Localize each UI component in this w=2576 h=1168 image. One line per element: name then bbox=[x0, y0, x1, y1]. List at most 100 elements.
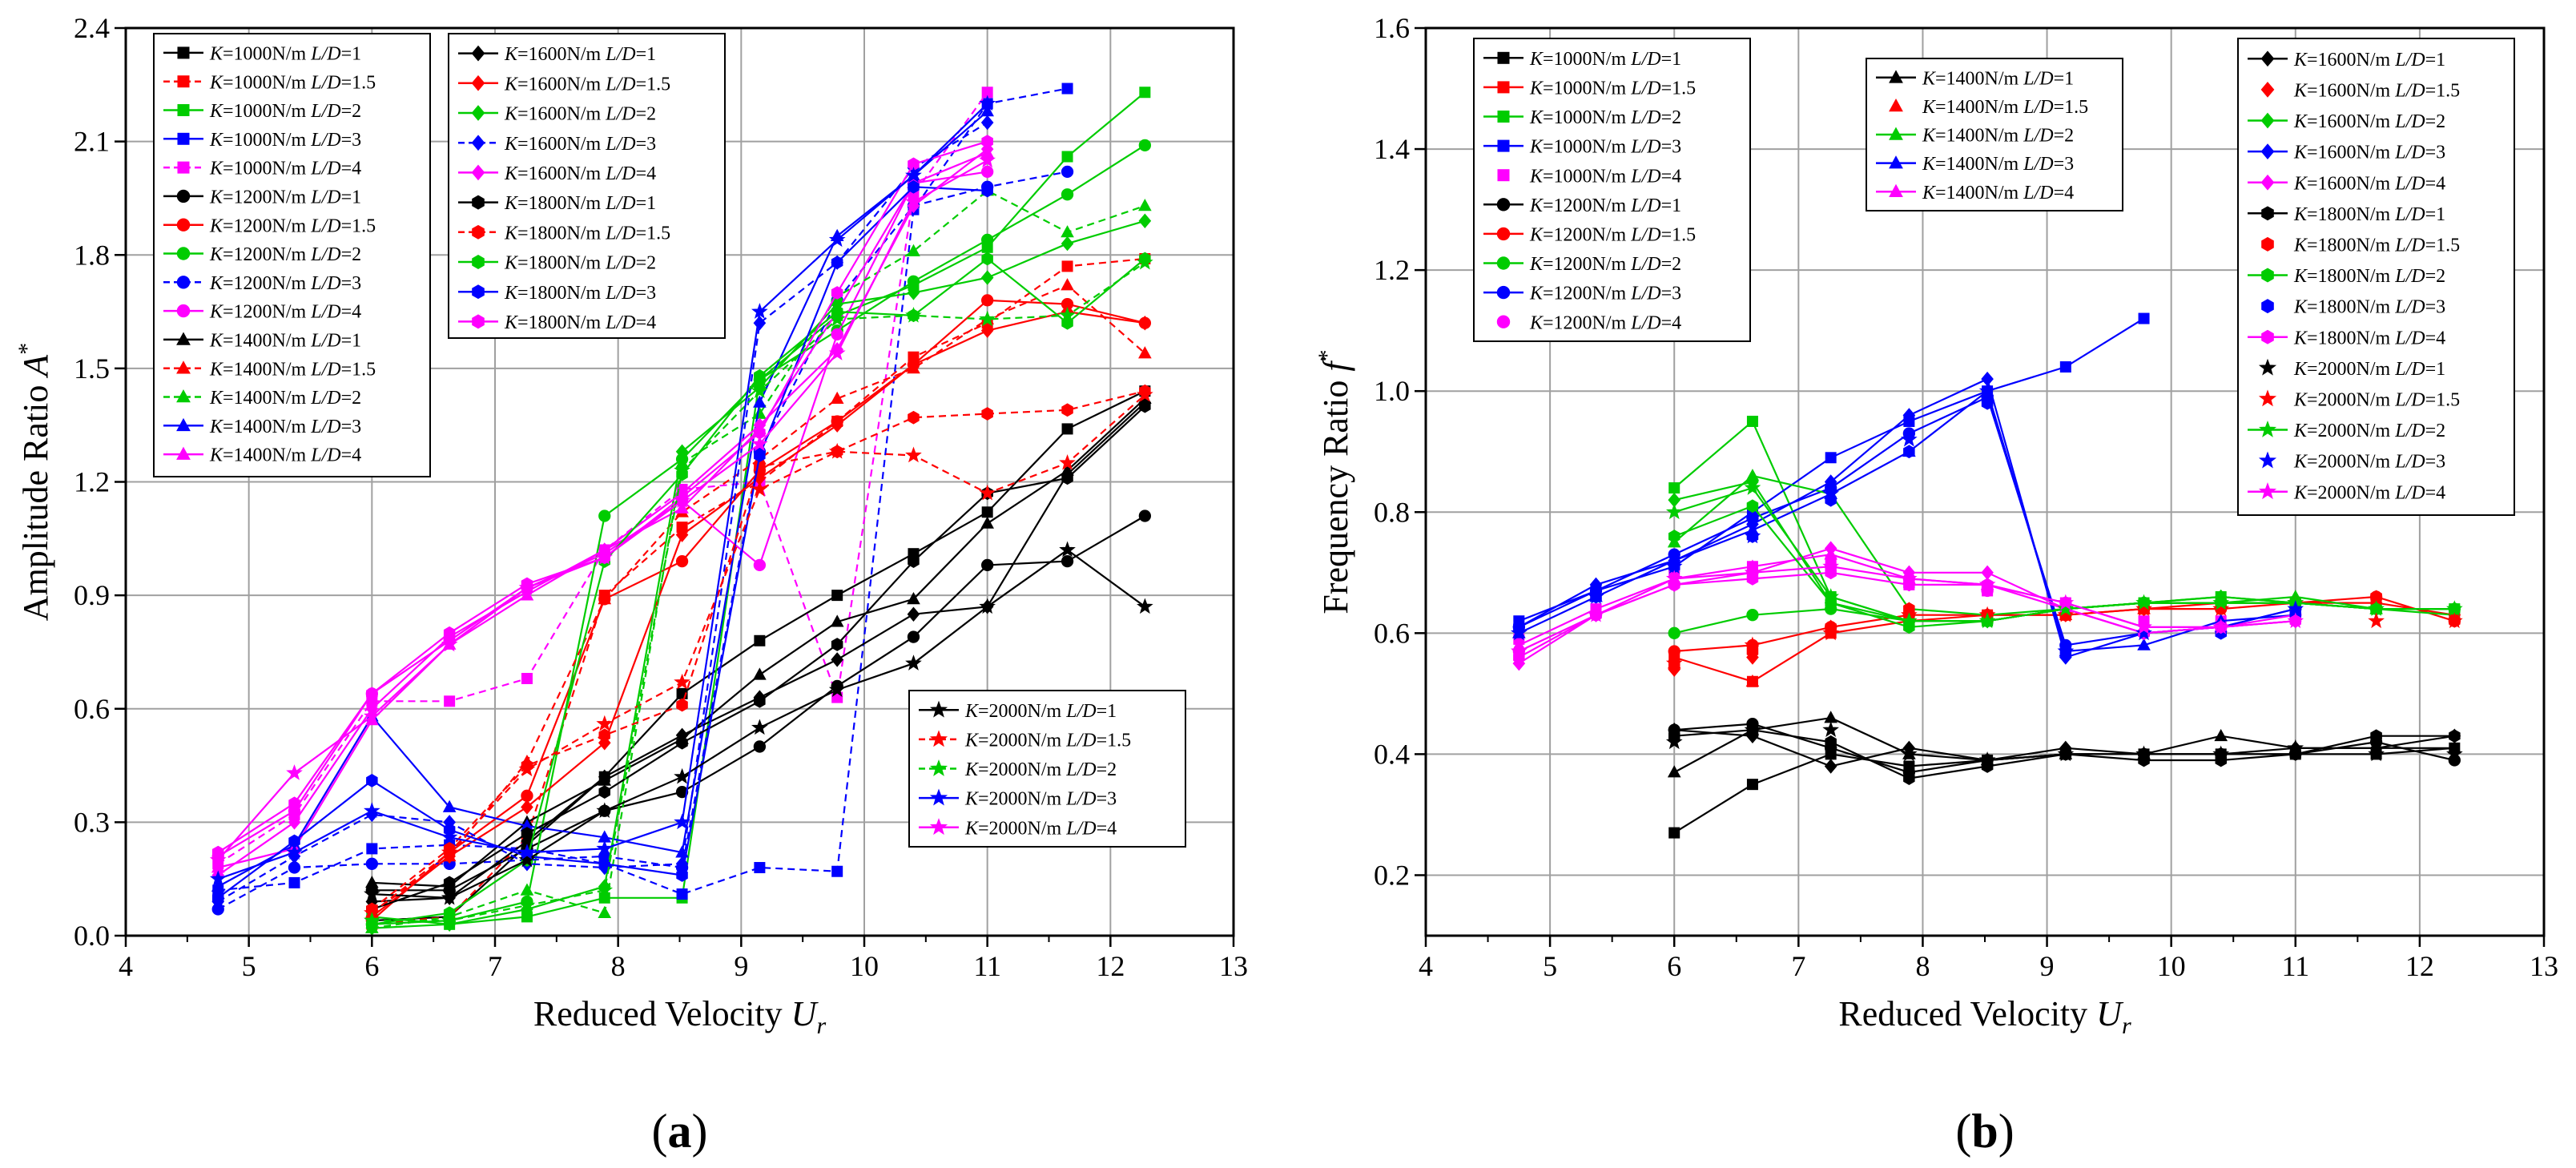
legend-k-value: =1200N/m bbox=[1543, 195, 1631, 216]
y-axis-title: Amplitude Ratio A* bbox=[14, 343, 55, 621]
legend-k-symbol: K bbox=[2293, 328, 2308, 348]
data-point bbox=[1668, 827, 1680, 839]
legend-marker bbox=[1496, 227, 1511, 241]
legend-marker bbox=[2261, 206, 2274, 221]
data-point bbox=[1903, 771, 1915, 785]
legend-k-symbol: K bbox=[209, 331, 224, 352]
legend-entry-label: K=1400N/m L/D=1.5 bbox=[1922, 97, 2088, 118]
data-point bbox=[1744, 479, 1761, 495]
legend-ld-symbol: L/D bbox=[2394, 236, 2425, 256]
legend-entry-label: K=1600N/m L/D=3 bbox=[504, 134, 656, 155]
legend-k-value: =1600N/m bbox=[2307, 50, 2395, 70]
legend-ld-value: =1 bbox=[2425, 359, 2446, 380]
legend-ld-value: =1.5 bbox=[1097, 731, 1132, 751]
series-line bbox=[364, 541, 1153, 905]
y-tick-label: 0.9 bbox=[74, 579, 110, 611]
data-point bbox=[1511, 624, 1527, 641]
legend-entry-label: K=2000N/m L/D=1 bbox=[2293, 359, 2445, 380]
legend-marker bbox=[471, 135, 485, 151]
data-point bbox=[1061, 151, 1073, 163]
x-tick-label: 13 bbox=[1219, 950, 1248, 982]
legend-k-symbol: K bbox=[2293, 390, 2308, 411]
data-point bbox=[1978, 576, 1996, 592]
legend-marker bbox=[1496, 285, 1511, 300]
legend-k-value: =1200N/m bbox=[223, 302, 311, 323]
legend-frame bbox=[448, 33, 726, 339]
data-point bbox=[674, 813, 690, 830]
series-line bbox=[364, 386, 1153, 920]
legend-top-right: K=1600N/m L/D=1K=1600N/m L/D=1.5K=1600N/… bbox=[2237, 38, 2515, 516]
legend-ld-value: =1 bbox=[1661, 195, 1682, 216]
legend-ld-symbol: L/D bbox=[1630, 166, 1660, 187]
legend-marker bbox=[2261, 329, 2274, 344]
legend-ld-symbol: L/D bbox=[310, 72, 340, 93]
data-point bbox=[1824, 541, 1837, 556]
legend-k-symbol: K bbox=[209, 44, 224, 65]
data-point bbox=[981, 407, 993, 421]
legend-k-symbol: K bbox=[209, 359, 224, 380]
legend-k-value: =1000N/m bbox=[223, 44, 311, 65]
legend-ld-symbol: L/D bbox=[310, 215, 340, 236]
legend-k-symbol: K bbox=[209, 101, 224, 122]
data-point bbox=[830, 391, 844, 404]
legend-ld-value: =1.5 bbox=[636, 74, 671, 95]
data-point bbox=[598, 728, 610, 743]
legend-entry-label: K=1200N/m L/D=3 bbox=[1529, 284, 1681, 304]
data-point bbox=[1746, 499, 1759, 514]
legend-ld-value: =4 bbox=[1661, 312, 1682, 333]
y-tick-label: 0.6 bbox=[1374, 617, 1410, 649]
legend-entry-label: K=2000N/m L/D=2 bbox=[2293, 421, 2445, 441]
x-tick-label: 5 bbox=[242, 950, 256, 982]
legend-ld-symbol: L/D bbox=[2023, 68, 2053, 89]
series-path bbox=[372, 189, 1145, 929]
data-point bbox=[2212, 594, 2230, 610]
x-axis-title: Reduced Velocity Ur bbox=[533, 994, 827, 1039]
data-point bbox=[288, 796, 300, 811]
legend-marker bbox=[1889, 70, 1903, 83]
data-point bbox=[1059, 541, 1076, 558]
data-point bbox=[2446, 745, 2463, 762]
legend-marker bbox=[2261, 236, 2274, 252]
legend-ld-value: =2 bbox=[2425, 266, 2446, 287]
data-point bbox=[828, 442, 846, 459]
data-point bbox=[1138, 199, 1152, 211]
data-point bbox=[2287, 600, 2304, 616]
legend-k-value: =1200N/m bbox=[223, 187, 311, 208]
x-tick-label: 11 bbox=[973, 950, 1001, 982]
data-point bbox=[1138, 346, 1152, 359]
x-tick-label: 8 bbox=[1915, 950, 1930, 982]
legend-entry-label: K=1800N/m L/D=1.5 bbox=[2293, 236, 2460, 256]
data-point bbox=[753, 395, 767, 408]
data-point bbox=[2135, 745, 2152, 762]
legend-ld-value: =3 bbox=[341, 130, 362, 151]
data-point bbox=[675, 785, 689, 799]
data-point bbox=[2057, 594, 2075, 610]
legend-entry-label: K=1000N/m L/D=3 bbox=[1529, 137, 1681, 158]
legend-k-value: =1800N/m bbox=[2307, 266, 2395, 287]
legend-marker bbox=[929, 818, 948, 836]
series-line bbox=[209, 151, 996, 868]
data-point bbox=[596, 715, 614, 731]
x-axis-symbol: U bbox=[2096, 994, 2124, 1033]
data-point bbox=[1136, 386, 1153, 402]
data-point bbox=[751, 719, 768, 735]
data-point bbox=[754, 460, 766, 473]
legend-ld-symbol: L/D bbox=[310, 101, 340, 122]
legend-ld-symbol: L/D bbox=[310, 187, 340, 208]
data-point bbox=[1901, 745, 1918, 762]
data-point bbox=[753, 316, 767, 331]
legend-entry-label: K=1200N/m L/D=4 bbox=[1529, 312, 1681, 333]
x-tick-label: 4 bbox=[1419, 950, 1433, 982]
legend-entry-label: K=2000N/m L/D=2 bbox=[964, 759, 1117, 780]
legend-k-symbol: K bbox=[2293, 266, 2308, 287]
data-point bbox=[1138, 509, 1152, 522]
legend-entry-label: K=2000N/m L/D=4 bbox=[964, 818, 1117, 839]
legend-entry-label: K=1800N/m L/D=4 bbox=[2293, 328, 2445, 348]
legend-k-value: =1000N/m bbox=[223, 130, 311, 151]
data-point bbox=[441, 635, 458, 652]
legend-ld-value: =2 bbox=[2054, 126, 2075, 147]
legend-ld-value: =1 bbox=[2425, 50, 2446, 70]
data-point bbox=[288, 815, 301, 830]
data-point bbox=[981, 506, 993, 518]
data-point bbox=[831, 590, 843, 602]
